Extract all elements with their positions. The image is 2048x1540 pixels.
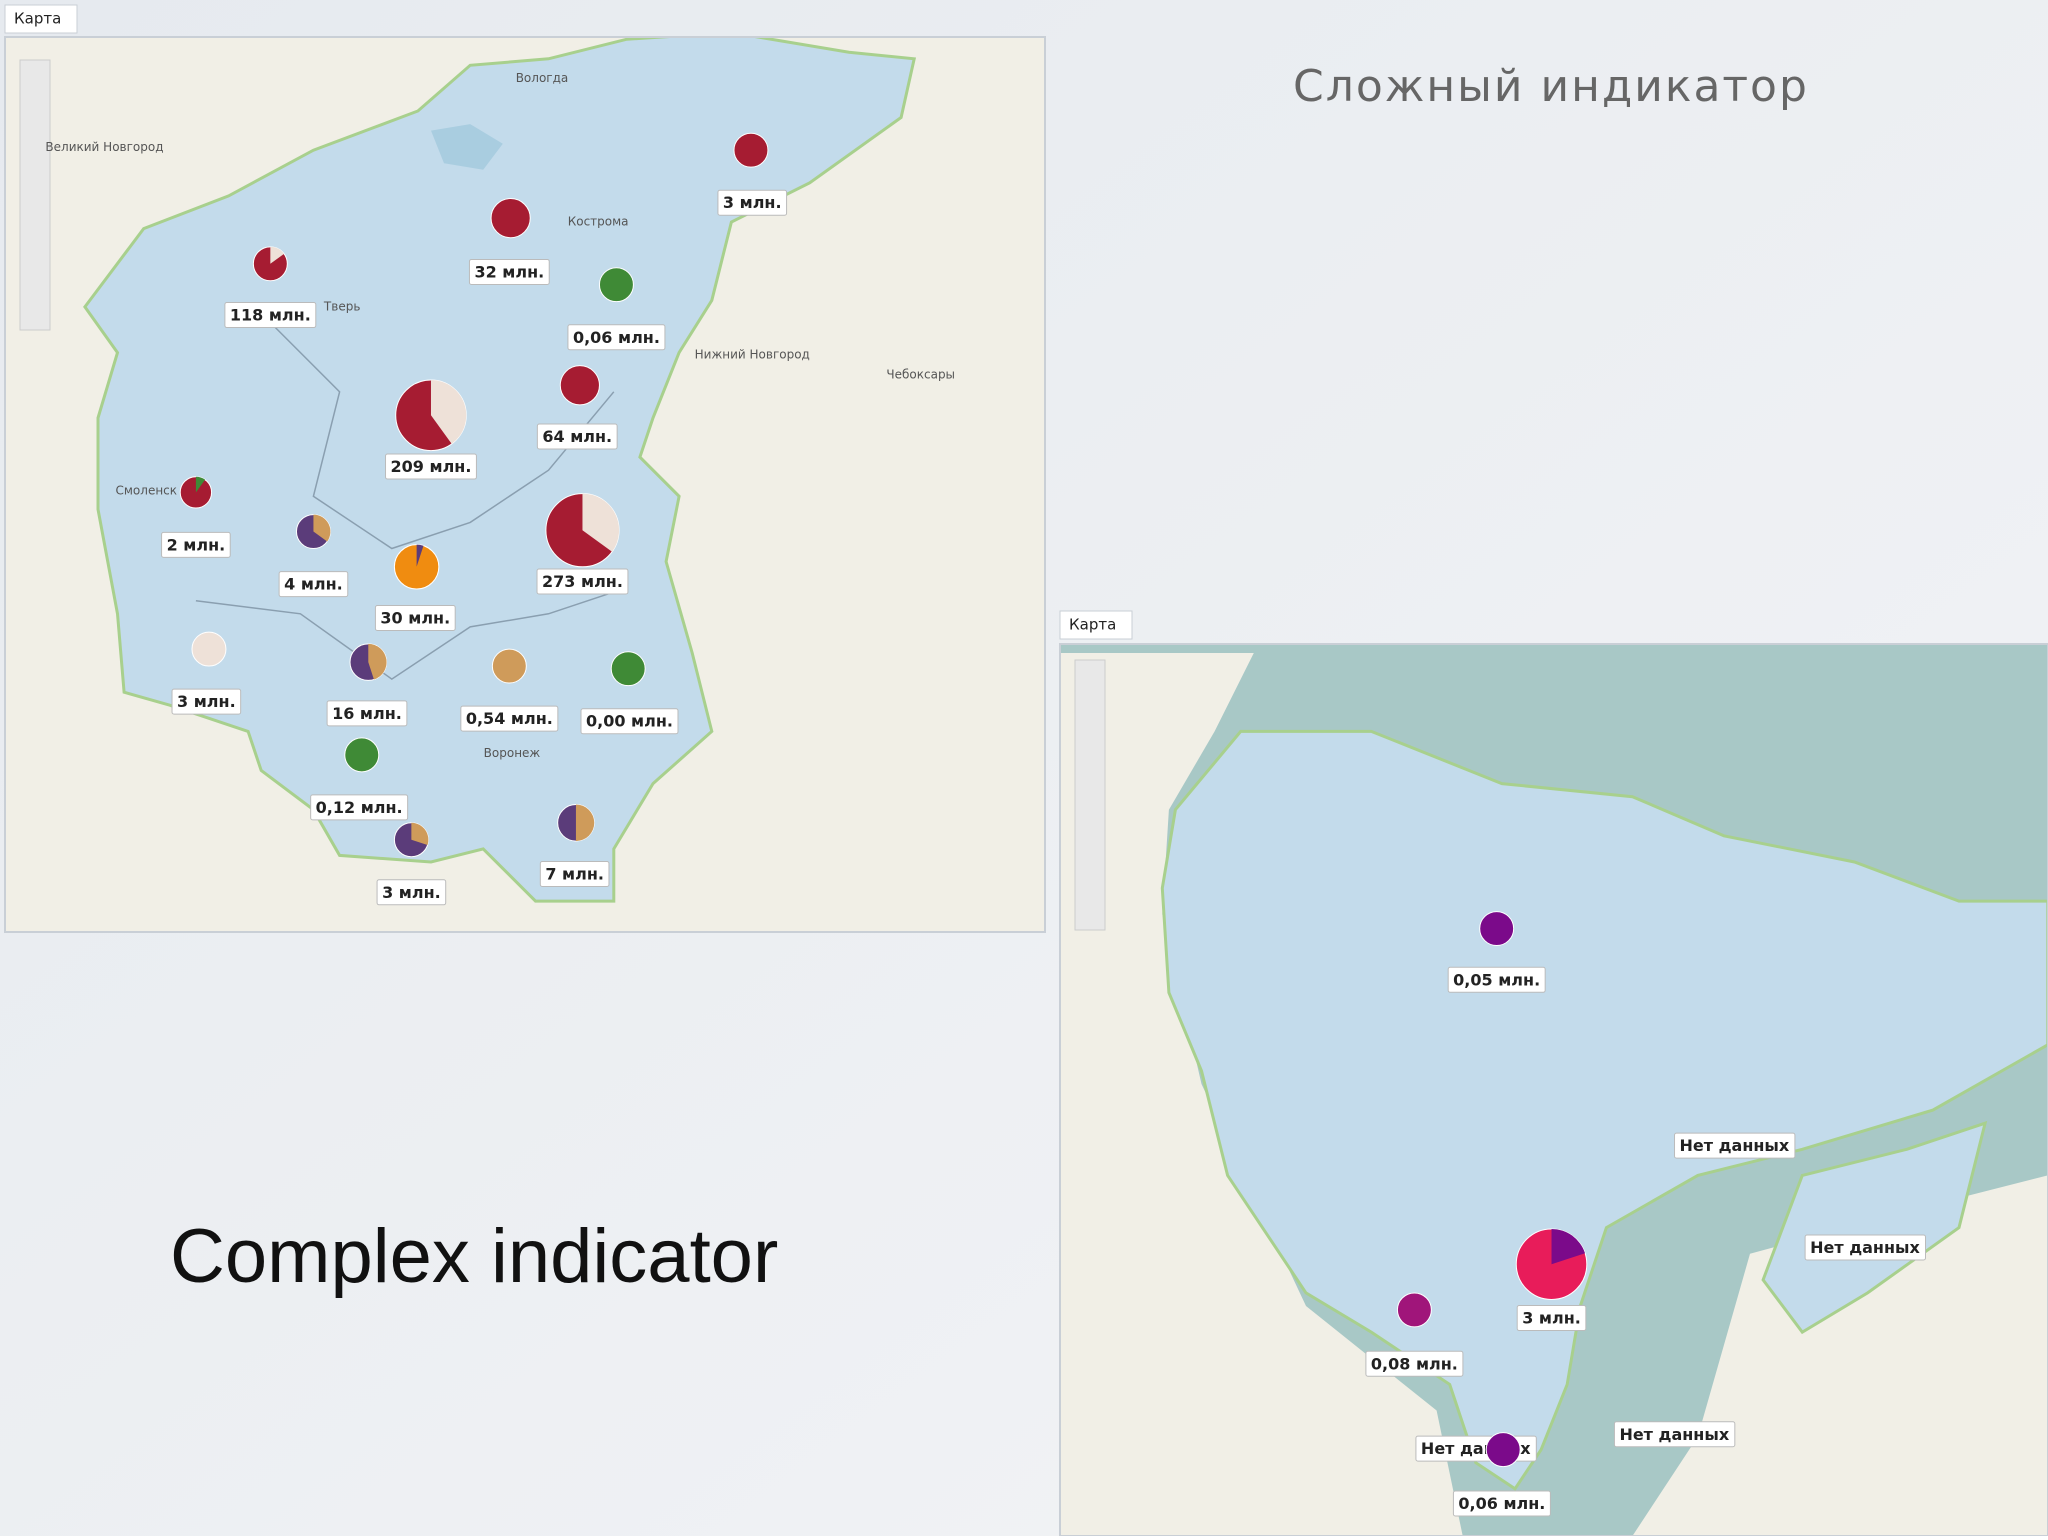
tab[interactable] (1059, 610, 1133, 640)
marker-label-box (536, 568, 629, 595)
marker-label-box (326, 700, 408, 727)
marker-slice[interactable] (1551, 1228, 1586, 1265)
place-name: Великий Новгород (45, 140, 163, 154)
marker[interactable] (733, 132, 769, 168)
marker-slice[interactable] (575, 804, 595, 842)
marker-label-box (385, 453, 477, 480)
marker-label: 16 млн. (332, 704, 402, 723)
marker-label: Нет данных (1619, 1425, 1729, 1444)
border (260, 312, 615, 550)
place-name: Нижний Новгород (695, 348, 810, 362)
marker-label: 0,06 млн. (573, 328, 660, 347)
marker-label-box (1613, 1421, 1736, 1448)
marker[interactable] (344, 737, 380, 773)
place-name: Вологда (516, 71, 569, 85)
marker-label-box (1804, 1234, 1926, 1261)
marker[interactable] (1396, 1292, 1432, 1328)
marker-label: 209 млн. (391, 457, 472, 476)
marker-label-box (376, 879, 447, 906)
tab[interactable] (4, 4, 78, 34)
marker-label-box (171, 688, 242, 715)
marker-label: 273 млн. (542, 572, 623, 591)
title-ru: Сложный индикатор (1293, 61, 1809, 112)
marker-slice[interactable] (430, 380, 467, 444)
marker-label: 118 млн. (230, 306, 311, 325)
marker[interactable] (1485, 1432, 1521, 1468)
marker-label-box (580, 708, 679, 735)
marker-label: 32 млн. (474, 262, 544, 281)
marker-label: 4 млн. (284, 575, 343, 594)
marker-label-box (717, 189, 788, 216)
place-name: Воронеж (484, 746, 541, 760)
map-2: 0,05 млн. Нет данных 3 млн. Нет данных 0,08 … (1060, 644, 2048, 1536)
marker-label: 64 млн. (542, 427, 612, 446)
place-name: Кострома (568, 215, 629, 229)
marker-label-box (1365, 1350, 1464, 1377)
map-1: Вологда Великий Новгород Тверь Кострома Смол… (5, 37, 1045, 932)
marker-label-box (567, 324, 666, 351)
marker-label-box (278, 571, 349, 598)
place-name: Чебоксары (886, 367, 955, 381)
marker-label-box (374, 605, 456, 632)
marker-label: 30 млн. (380, 609, 450, 628)
marker-label-box (460, 705, 559, 732)
zoom-slider[interactable] (1074, 659, 1106, 931)
marker[interactable] (559, 365, 600, 406)
lake (431, 124, 503, 170)
marker-label-box (468, 258, 550, 285)
marker-label: 0,06 млн. (1458, 1494, 1545, 1513)
marker[interactable] (1479, 911, 1515, 947)
marker-slice[interactable] (195, 476, 206, 493)
marker-label: 0,05 млн. (1453, 970, 1540, 989)
marker-label-box (224, 302, 317, 329)
marker-slice[interactable] (416, 544, 424, 567)
marker-label-box (1674, 1132, 1796, 1159)
marker[interactable] (490, 198, 531, 239)
land (1060, 653, 1463, 1536)
marker-slice[interactable] (270, 246, 285, 264)
marker-label: Нет данных (1680, 1136, 1790, 1155)
marker-label: 3 млн. (723, 193, 782, 212)
marker-label-box (1516, 1305, 1587, 1332)
marker-label: Нет данных (1810, 1238, 1920, 1257)
marker-label: 0,08 млн. (1371, 1354, 1458, 1373)
marker-label-box (1452, 1490, 1551, 1517)
marker-label: 3 млн. (1522, 1309, 1581, 1328)
tab-label[interactable]: Карта (14, 10, 61, 28)
marker-slice[interactable] (313, 514, 331, 542)
marker-label: 0,00 млн. (586, 712, 673, 731)
region (1160, 729, 2048, 1491)
marker-label-box (539, 861, 610, 888)
marker[interactable] (491, 648, 527, 684)
marker[interactable] (598, 267, 634, 303)
marker-label: 3 млн. (177, 692, 236, 711)
marker-label-box (310, 794, 409, 821)
marker[interactable] (191, 631, 227, 667)
marker-label-box (1447, 966, 1546, 993)
marker-slice[interactable] (368, 643, 387, 680)
marker-label: 2 млн. (167, 535, 226, 554)
marker-slice[interactable] (411, 822, 429, 846)
land (1632, 1175, 2048, 1536)
map-frame (4, 36, 1046, 933)
marker-label: 0,54 млн. (466, 709, 553, 728)
marker-label: 3 млн. (382, 883, 441, 902)
marker-label-box (536, 423, 618, 450)
place-name: Тверь (323, 299, 360, 313)
marker-slice[interactable] (582, 493, 620, 552)
marker-label-box (161, 531, 231, 558)
place-name: Смоленск (116, 484, 178, 498)
marker-label: 0,12 млн. (316, 798, 403, 817)
tab-label[interactable]: Карта (1069, 616, 1116, 634)
zoom-slider[interactable] (19, 59, 51, 331)
border (195, 586, 628, 681)
marker[interactable] (610, 651, 646, 687)
marker-label: 7 млн. (545, 865, 604, 884)
title-en: Complex indicator (170, 1214, 778, 1299)
